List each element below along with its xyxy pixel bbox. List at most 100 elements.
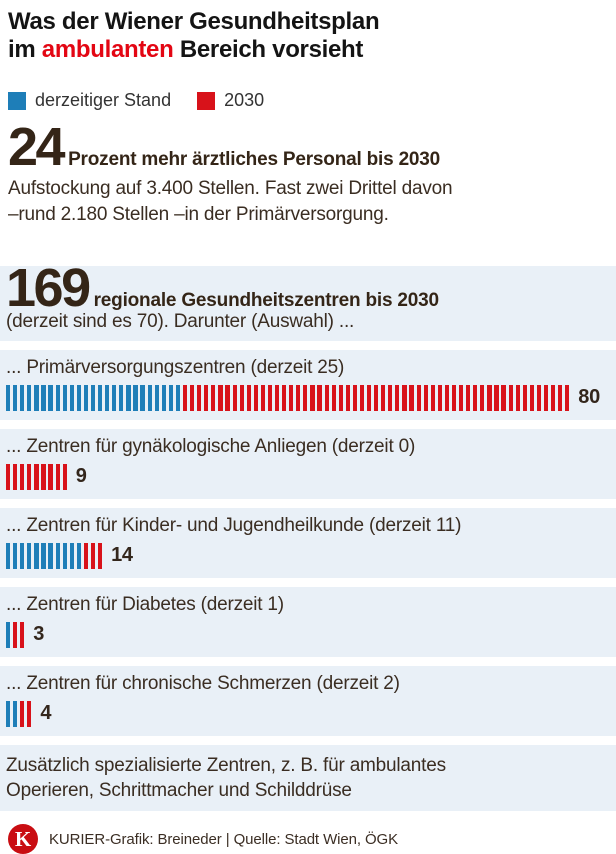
- tally-stripe: [536, 384, 542, 411]
- tally-stripe: [105, 384, 110, 411]
- tally-stripe: [27, 384, 32, 411]
- tally-stripe: [62, 384, 67, 411]
- tally-stripe: [20, 463, 25, 490]
- tally-stripe: [62, 542, 67, 569]
- tally-stripe: [310, 384, 315, 411]
- tally-stripe: [317, 384, 322, 411]
- footer: K KURIER-Grafik: Breineder | Quelle: Sta…: [8, 824, 608, 854]
- tally-stripe: [90, 542, 96, 569]
- tally-stripe: [55, 463, 60, 490]
- tally-stripe: [41, 384, 46, 411]
- tally-stripe: [6, 621, 11, 648]
- tally-stripe: [267, 384, 273, 411]
- bar-total-value: 3: [33, 623, 45, 645]
- center-category-label: ... Zentren für gynäkologische Anliegen …: [6, 436, 416, 457]
- tally-stripe: [494, 384, 499, 411]
- tally-stripe: [388, 384, 393, 411]
- tally-stripe: [6, 542, 11, 569]
- tally-stripe: [345, 384, 350, 411]
- tally-stripe: [508, 384, 513, 411]
- tally-stripe: [154, 384, 159, 411]
- tally-stripe: [232, 384, 237, 411]
- title-line2-pre: im: [8, 36, 42, 63]
- tally-stripe: [239, 384, 244, 411]
- tally-stripe: [55, 384, 60, 411]
- tally-stripe: [34, 384, 39, 411]
- centers-number: 169: [6, 258, 91, 318]
- center-category-label: ... Zentren für chronische Schmerzen (de…: [6, 673, 400, 694]
- tally-stripe: [13, 700, 18, 727]
- tally-stripe: [83, 384, 89, 411]
- bar-total-value: 14: [111, 544, 133, 566]
- tally-stripe: [48, 463, 53, 490]
- title-line2-post: Bereich vorsieht: [173, 36, 364, 63]
- tally-stripe: [190, 384, 195, 411]
- tally-stripe: [211, 384, 216, 411]
- tally-stripe: [466, 384, 471, 411]
- tally-stripe: [13, 542, 18, 569]
- tally-stripe: [480, 384, 485, 411]
- tally-stripe: [529, 384, 534, 411]
- tally-stripe: [522, 384, 527, 411]
- tally-bar: 80: [6, 384, 608, 411]
- tally-stripe: [543, 384, 549, 411]
- tally-stripe: [27, 700, 32, 727]
- stat-personnel-number: 24: [8, 117, 66, 177]
- centers-headline-row: 169 regionale Gesundheitszentren bis 203…: [6, 258, 608, 318]
- tally-stripe: [444, 384, 450, 411]
- centers-headline: regionale Gesundheitszentren bis 2030: [93, 290, 439, 311]
- tally-stripes: [6, 463, 70, 490]
- tally-bar: 3: [6, 621, 608, 648]
- tally-stripe: [147, 384, 152, 411]
- tally-stripe: [168, 384, 173, 411]
- title-line1: Was der Wiener Gesundheitsplan: [8, 8, 380, 35]
- tally-stripe: [27, 463, 32, 490]
- tally-stripe: [430, 384, 435, 411]
- tally-stripe: [565, 384, 570, 411]
- tally-stripe: [395, 384, 400, 411]
- tally-stripe: [13, 621, 18, 648]
- tally-bar: 14: [6, 542, 608, 569]
- tally-stripe: [374, 384, 379, 411]
- tally-stripe: [501, 384, 506, 411]
- tally-stripe: [41, 463, 46, 490]
- tally-stripe: [20, 542, 25, 569]
- tally-stripe: [175, 384, 181, 411]
- legend-swatch-2030-red: [197, 91, 216, 110]
- tally-stripes: [6, 621, 27, 648]
- tally-stripe: [487, 384, 492, 411]
- tally-stripe: [182, 384, 188, 411]
- kurier-logo-icon: K: [8, 824, 38, 854]
- tally-stripe: [20, 621, 25, 648]
- tally-stripe: [76, 384, 81, 411]
- bar-total-value: 9: [75, 465, 87, 487]
- stat-personnel-headline: Prozent mehr ärztliches Personal bis 203…: [68, 149, 441, 170]
- legend-swatch-current-blue: [8, 91, 26, 110]
- title-accent-word: ambulanten: [41, 36, 174, 63]
- center-category-label: ... Zentren für Kinder- und Jugendheilku…: [6, 515, 462, 536]
- tally-stripe: [246, 384, 251, 411]
- tally-stripe: [6, 463, 11, 490]
- stat-personnel-section: 24 Prozent mehr ärztliches Personal bis …: [8, 117, 608, 228]
- tally-stripe: [296, 384, 301, 411]
- tally-stripe: [515, 384, 520, 411]
- centers-summary-section: 169 regionale Gesundheitszentren bis 203…: [0, 258, 616, 341]
- tally-stripe: [197, 384, 202, 411]
- tally-stripe: [331, 384, 336, 411]
- tally-stripe: [359, 384, 365, 411]
- center-category-section: ... Zentren für chronische Schmerzen (de…: [0, 666, 616, 736]
- tally-stripe: [558, 384, 563, 411]
- tally-bar: 9: [6, 463, 608, 490]
- tally-stripe: [34, 463, 39, 490]
- tally-stripe: [48, 542, 53, 569]
- legend: derzeitiger Stand 2030: [8, 90, 608, 111]
- tally-stripe: [260, 384, 265, 411]
- tally-stripe: [119, 384, 124, 411]
- tally-stripe: [126, 384, 131, 411]
- center-rows: ... Primärversorgungszentren (derzeit 25…: [0, 350, 616, 736]
- tally-bar: 4: [6, 700, 608, 727]
- tally-stripe: [98, 384, 103, 411]
- tally-stripe: [338, 384, 343, 411]
- tally-stripe: [218, 384, 223, 411]
- tally-stripe: [352, 384, 358, 411]
